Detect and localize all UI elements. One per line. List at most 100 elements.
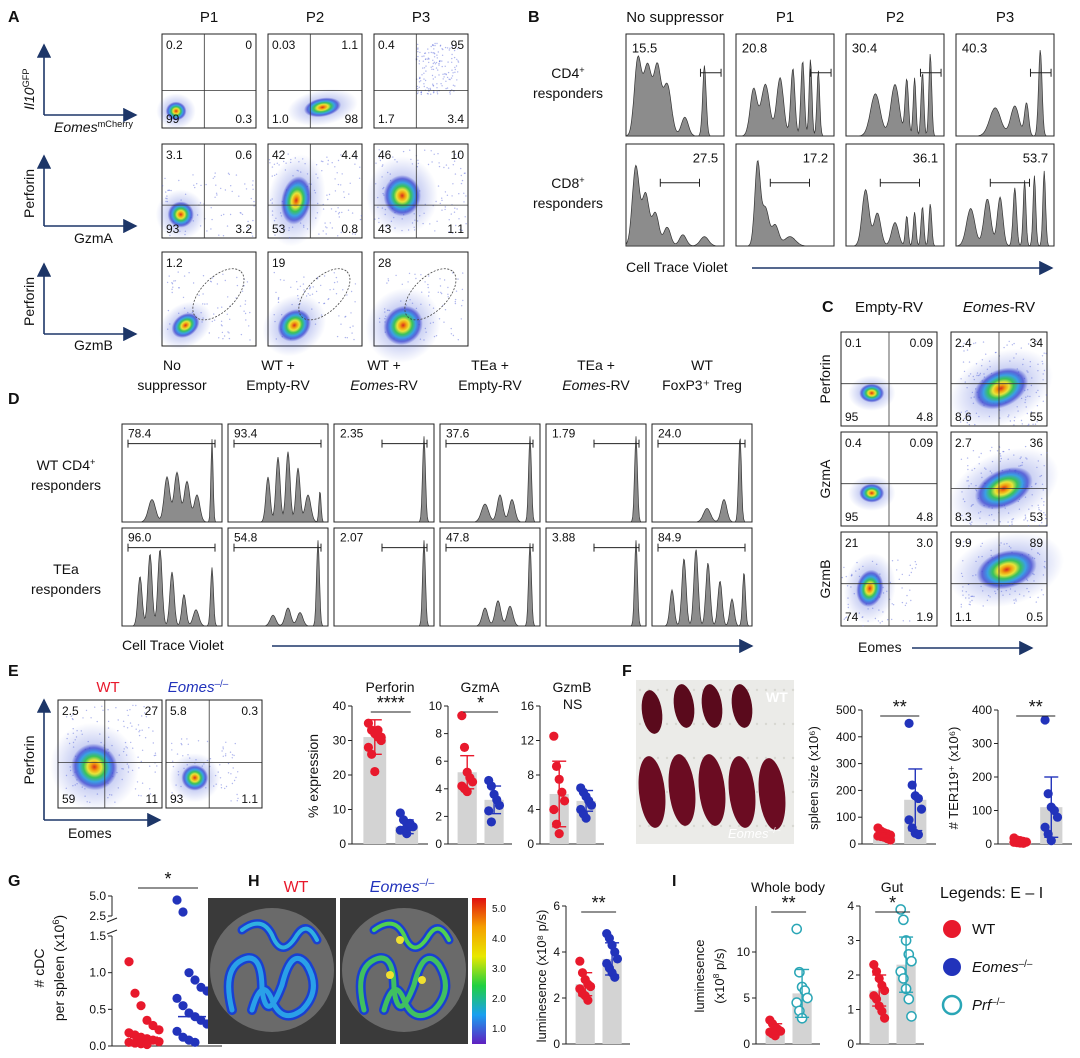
- photo-texture: [638, 756, 642, 760]
- event-dot: [283, 160, 285, 163]
- event-dot: [448, 219, 450, 221]
- event-dot: [251, 235, 254, 237]
- plot-frame: [545, 423, 647, 523]
- event-dot: [427, 58, 429, 60]
- event-dot: [437, 51, 439, 53]
- quadrant-value-lr: 55: [1030, 410, 1044, 424]
- event-dot: [452, 84, 455, 87]
- column-header: TEa +: [471, 357, 509, 373]
- event-dot: [328, 298, 330, 300]
- event-dot: [239, 212, 241, 214]
- event-dot: [914, 561, 916, 563]
- hotspot: [418, 976, 426, 984]
- event-dot: [459, 152, 461, 154]
- event-dot: [427, 93, 429, 95]
- quadrant-value-ur: 4.4: [341, 148, 358, 162]
- event-dot: [843, 566, 845, 569]
- event-dot: [230, 773, 232, 775]
- quadrant-value-ll: 93: [170, 792, 184, 806]
- event-dot: [435, 61, 438, 64]
- event-dot: [447, 167, 450, 169]
- event-dot: [460, 167, 462, 170]
- event-dot: [1038, 509, 1040, 511]
- event-dot: [432, 44, 434, 46]
- event-dot: [967, 465, 969, 467]
- event-dot: [418, 60, 421, 62]
- label-part: +: [579, 175, 584, 185]
- density-blob: [171, 312, 200, 338]
- event-dot: [460, 318, 462, 320]
- bar: [869, 990, 889, 1044]
- event-dot: [407, 281, 409, 283]
- event-dot: [841, 576, 843, 579]
- histogram: 40.3: [955, 33, 1055, 137]
- event-dot: [444, 46, 447, 49]
- event-dot: [401, 283, 403, 285]
- data-point: [575, 956, 585, 966]
- event-dot: [424, 281, 426, 283]
- event-dot: [1036, 421, 1038, 423]
- histogram: 78.4: [121, 423, 223, 523]
- event-dot: [1020, 419, 1023, 422]
- data-point: [913, 793, 923, 804]
- bar-chart: 0 5 10 **Whole body: [737, 879, 825, 1051]
- event-dot: [290, 286, 292, 288]
- quadrant-value-ll: 59: [62, 792, 76, 806]
- event-dot: [90, 717, 92, 719]
- data-point: [373, 725, 383, 735]
- histogram-trace: [122, 439, 222, 523]
- event-dot: [343, 191, 345, 193]
- event-dot: [236, 793, 238, 796]
- event-dot: [437, 153, 439, 155]
- event-dot: [442, 48, 444, 51]
- event-dot: [1027, 525, 1030, 527]
- gate-value: 78.4: [128, 427, 152, 441]
- event-dot: [222, 273, 224, 275]
- label-part: –/–: [420, 877, 435, 889]
- event-dot: [345, 315, 347, 318]
- event-dot: [1043, 512, 1045, 514]
- event-dot: [453, 211, 456, 213]
- event-dot: [240, 212, 242, 214]
- legend-label: Eomes–/–: [972, 959, 1033, 977]
- quadrant-value-ul: 0.2: [166, 38, 183, 52]
- event-dot: [438, 60, 441, 62]
- event-dot: [911, 567, 913, 570]
- axis-label-y: # cDC: [31, 949, 47, 988]
- histogram: 36.1: [845, 143, 945, 247]
- y-tick-label: 0.5: [89, 1002, 106, 1016]
- event-dot: [222, 235, 225, 237]
- event-dot: [131, 725, 133, 727]
- event-dot: [437, 291, 439, 293]
- photo-texture: [773, 722, 777, 726]
- event-dot: [221, 750, 223, 752]
- row-label: responders: [533, 85, 603, 101]
- event-dot: [227, 762, 230, 765]
- label-part: Prf: [972, 997, 993, 1014]
- event-dot: [901, 587, 903, 589]
- data-point: [581, 813, 591, 823]
- y-tick-label: 4: [435, 782, 442, 796]
- y-tick-label: 0: [985, 837, 992, 851]
- event-dot: [227, 296, 229, 298]
- event-dot: [297, 288, 299, 290]
- event-dot: [423, 55, 425, 57]
- row-label: CD8+: [551, 175, 584, 191]
- gate-value: 84.9: [658, 531, 682, 545]
- spleen-photo: WT Eomes–/–: [636, 680, 795, 844]
- event-dot: [219, 764, 221, 766]
- event-dot: [464, 172, 466, 174]
- event-dot: [328, 193, 331, 196]
- event-dot: [438, 62, 440, 65]
- y-tick-label: 0: [527, 837, 534, 851]
- event-dot: [402, 150, 405, 153]
- event-dot: [149, 788, 151, 790]
- event-dot: [202, 293, 204, 295]
- row-label: CD4+: [551, 65, 584, 81]
- event-dot: [908, 574, 911, 576]
- quadrant-value-ul: 3.1: [166, 148, 183, 162]
- event-dot: [335, 210, 337, 213]
- event-dot: [249, 339, 251, 341]
- event-dot: [237, 797, 239, 800]
- gate-value: 40.3: [962, 40, 987, 55]
